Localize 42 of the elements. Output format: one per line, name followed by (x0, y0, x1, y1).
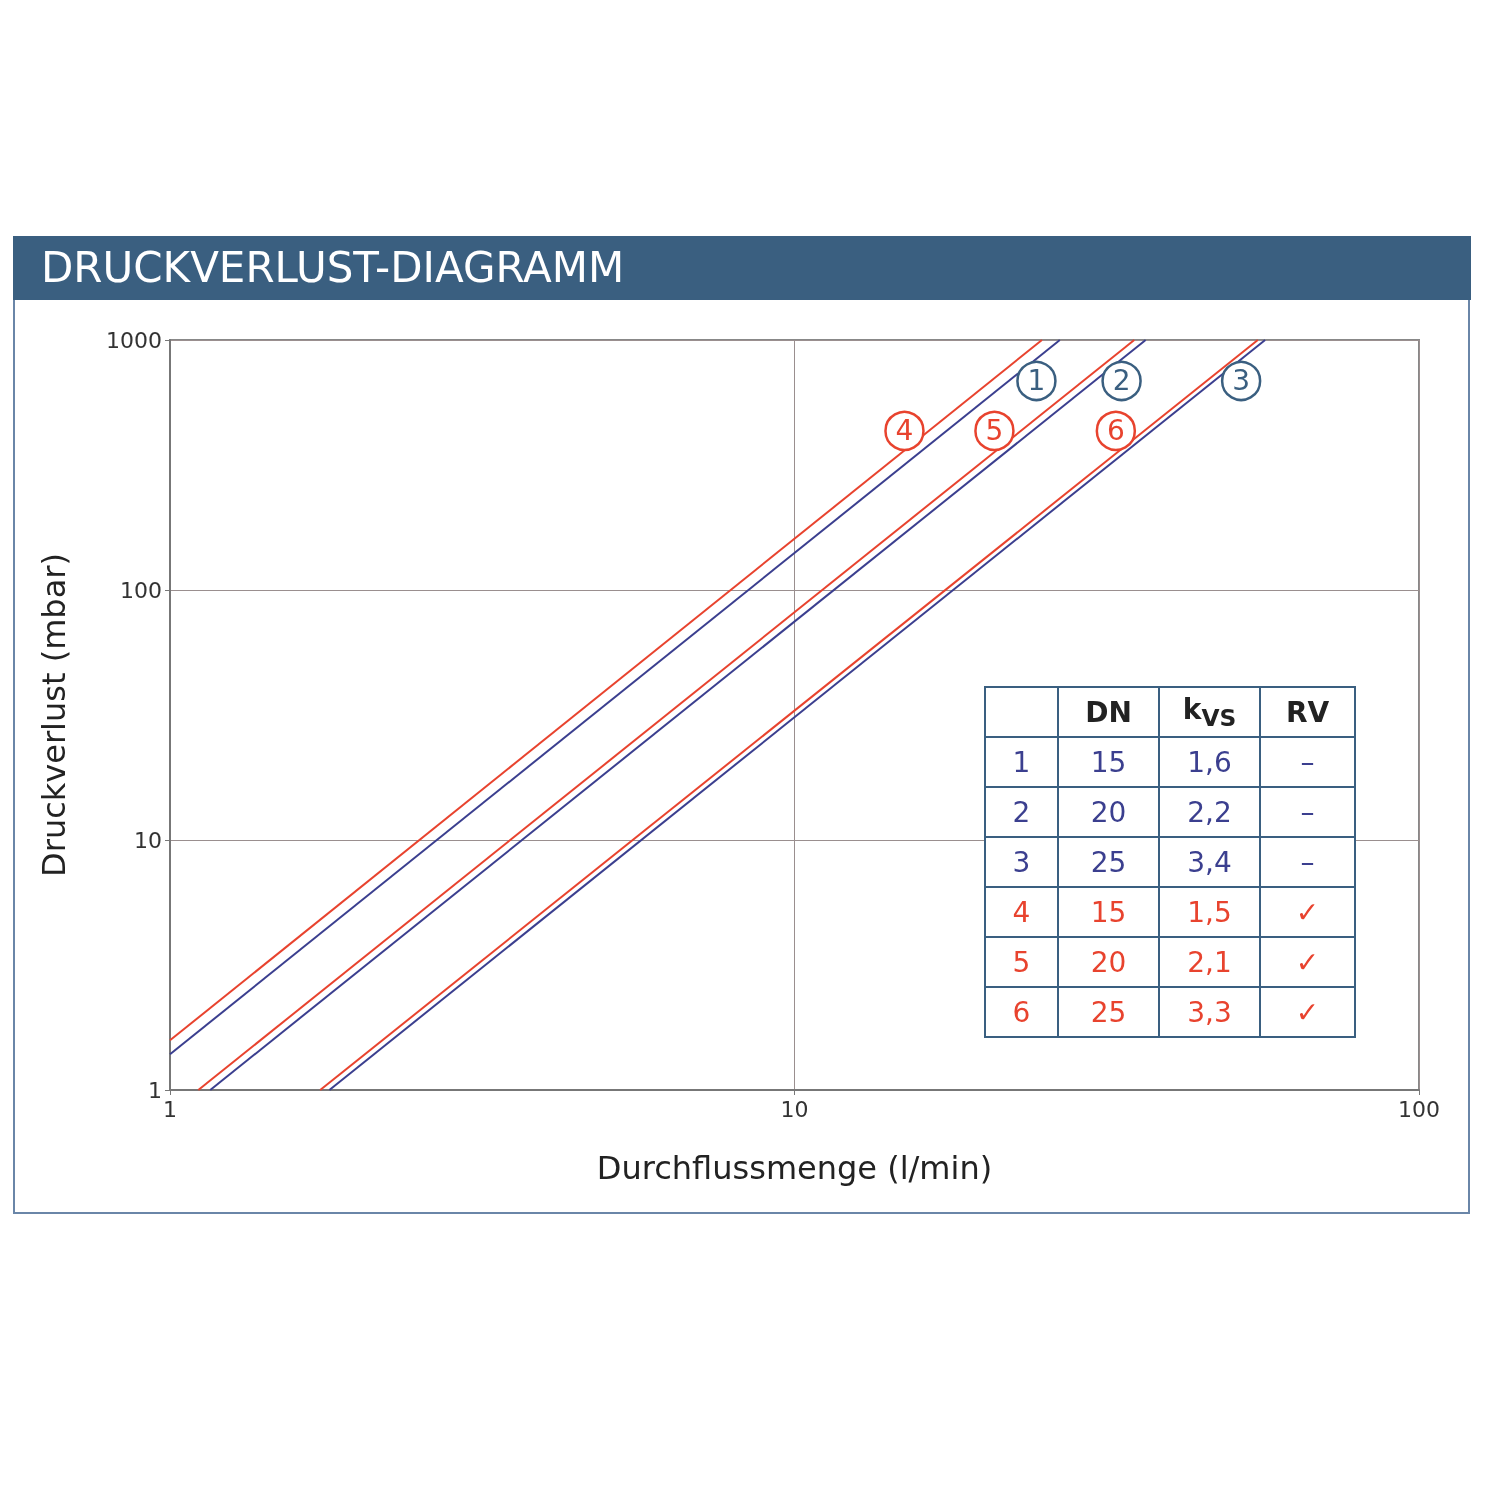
annotation: 25 (1058, 987, 1159, 1037)
annotation: k$_{VS}$ (1159, 687, 1260, 737)
annotation: 15 (1058, 737, 1159, 787)
annotation: 4 (895, 414, 914, 448)
y-tick-label: 100 (120, 577, 162, 603)
annotation: 6 (1106, 414, 1125, 448)
y-tick-label: 1 (148, 1077, 162, 1103)
annotation: 3,4 (1159, 837, 1260, 887)
x-tick-label: 100 (1398, 1096, 1440, 1122)
annotation: – (1260, 737, 1355, 787)
x-axis-title: Durchflussmenge (l/min) (596, 1149, 993, 1187)
annotation: 4 (985, 887, 1058, 937)
annotation: 5 (985, 414, 1004, 448)
annotation: 6 (985, 987, 1058, 1037)
annotation: – (1260, 837, 1355, 887)
annotation: 2,2 (1159, 787, 1260, 837)
annotation: 1,5 (1159, 887, 1260, 937)
x-tick-label: 10 (780, 1096, 809, 1122)
y-tick-label: 1000 (106, 327, 162, 353)
annotation: 2 (985, 787, 1058, 837)
annotation: 2,1 (1159, 937, 1260, 987)
annotation: 3 (1232, 364, 1251, 398)
annotation: 20 (1058, 937, 1159, 987)
annotation: 3 (985, 837, 1058, 887)
annotation: 25 (1058, 837, 1159, 887)
annotation: ✓ (1260, 987, 1355, 1037)
annotation: RV (1260, 687, 1355, 737)
annotation: 2 (1112, 364, 1131, 398)
annotation: ✓ (1260, 937, 1355, 987)
annotation: ✓ (1260, 887, 1355, 937)
annotation: 20 (1058, 787, 1159, 837)
annotation: 1,6 (1159, 737, 1260, 787)
chart-title: DRUCKVERLUST-DIAGRAMM (13, 236, 1471, 300)
annotation: 1 (985, 737, 1058, 787)
y-tick-label: 10 (134, 827, 162, 853)
y-axis-title: Druckverlust (mbar) (35, 553, 73, 877)
annotation: 15 (1058, 887, 1159, 937)
annotation: 1 (1027, 364, 1046, 398)
annotation: DN (1058, 687, 1159, 737)
annotation: 5 (985, 937, 1058, 987)
annotation: – (1260, 787, 1355, 837)
annotation: 3,3 (1159, 987, 1260, 1037)
